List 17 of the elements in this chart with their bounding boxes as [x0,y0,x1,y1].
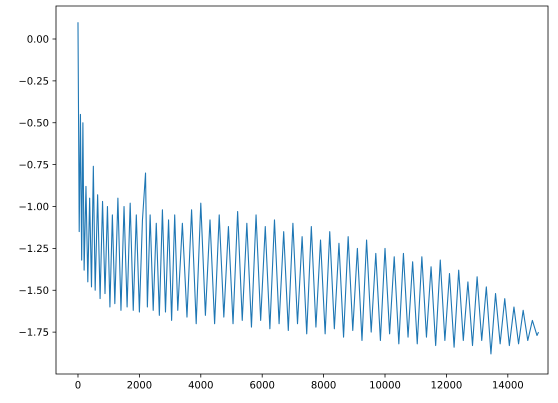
y-tick-label: −1.00 [20,202,48,210]
x-tick-label: 14000 [493,381,524,389]
x-tick-label: 10000 [370,381,400,389]
x-tick-label: 12000 [432,381,462,389]
x-tick-label: 6000 [250,381,274,389]
x-tick-label: 4000 [188,381,213,389]
line-series [77,22,540,354]
y-tick-label: −1.75 [20,328,48,336]
y-tick-label: 0.00 [27,35,48,43]
y-tick-label: −0.25 [20,77,48,85]
x-tick-label: 2000 [127,381,152,389]
y-tick-label: −0.75 [20,160,48,168]
y-tick-label: −1.25 [20,244,48,252]
x-tick-label: 8000 [312,381,336,389]
y-tick-label: −0.50 [20,118,48,127]
x-tick-label: 0 [75,381,80,389]
y-tick-label: −1.50 [20,286,48,294]
